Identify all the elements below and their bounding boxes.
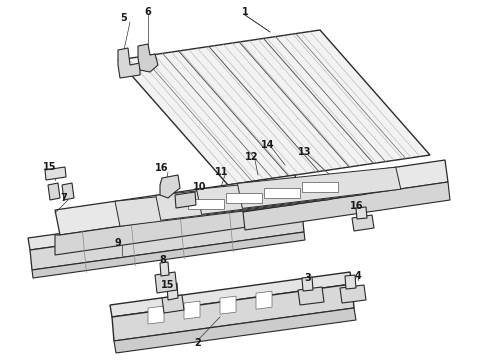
Text: 15: 15 xyxy=(161,280,175,290)
Polygon shape xyxy=(340,285,366,303)
Polygon shape xyxy=(155,272,177,293)
Text: 11: 11 xyxy=(215,167,229,177)
Polygon shape xyxy=(30,212,304,270)
Polygon shape xyxy=(352,215,374,231)
Text: 3: 3 xyxy=(305,273,311,283)
Polygon shape xyxy=(220,296,236,314)
Text: 13: 13 xyxy=(298,147,312,157)
Text: 5: 5 xyxy=(121,13,127,23)
Text: 16: 16 xyxy=(155,163,169,173)
Polygon shape xyxy=(264,188,300,198)
Polygon shape xyxy=(115,183,296,226)
Polygon shape xyxy=(138,44,158,72)
Polygon shape xyxy=(118,48,140,78)
Polygon shape xyxy=(45,167,66,180)
Text: 8: 8 xyxy=(160,255,167,265)
Polygon shape xyxy=(112,284,354,341)
Polygon shape xyxy=(148,306,164,324)
Polygon shape xyxy=(243,182,450,230)
Polygon shape xyxy=(160,262,169,276)
Polygon shape xyxy=(48,183,60,200)
Text: 9: 9 xyxy=(115,238,122,248)
Polygon shape xyxy=(298,287,324,305)
Polygon shape xyxy=(55,175,300,235)
Polygon shape xyxy=(167,283,178,300)
Polygon shape xyxy=(226,193,262,203)
Polygon shape xyxy=(356,207,367,219)
Polygon shape xyxy=(345,275,356,289)
Text: 10: 10 xyxy=(193,182,207,192)
Polygon shape xyxy=(188,199,224,209)
Polygon shape xyxy=(196,172,366,214)
Text: 12: 12 xyxy=(245,152,259,162)
Text: 1: 1 xyxy=(242,7,248,17)
Polygon shape xyxy=(156,177,331,220)
Text: 6: 6 xyxy=(145,7,151,17)
Polygon shape xyxy=(162,295,184,313)
Polygon shape xyxy=(28,200,302,250)
Polygon shape xyxy=(160,175,180,198)
Polygon shape xyxy=(55,200,300,255)
Polygon shape xyxy=(110,272,352,317)
Text: 14: 14 xyxy=(261,140,275,150)
Text: 7: 7 xyxy=(61,193,68,203)
Text: 15: 15 xyxy=(43,162,57,172)
Polygon shape xyxy=(302,277,313,291)
Text: 2: 2 xyxy=(195,338,201,348)
Text: 16: 16 xyxy=(350,201,364,211)
Polygon shape xyxy=(302,182,338,192)
Text: 4: 4 xyxy=(355,271,362,281)
Polygon shape xyxy=(184,301,200,319)
Polygon shape xyxy=(62,183,74,200)
Polygon shape xyxy=(240,160,448,212)
Polygon shape xyxy=(114,308,356,353)
Polygon shape xyxy=(175,192,196,208)
Polygon shape xyxy=(237,167,401,208)
Polygon shape xyxy=(118,30,430,185)
Polygon shape xyxy=(32,232,305,278)
Polygon shape xyxy=(256,291,272,309)
